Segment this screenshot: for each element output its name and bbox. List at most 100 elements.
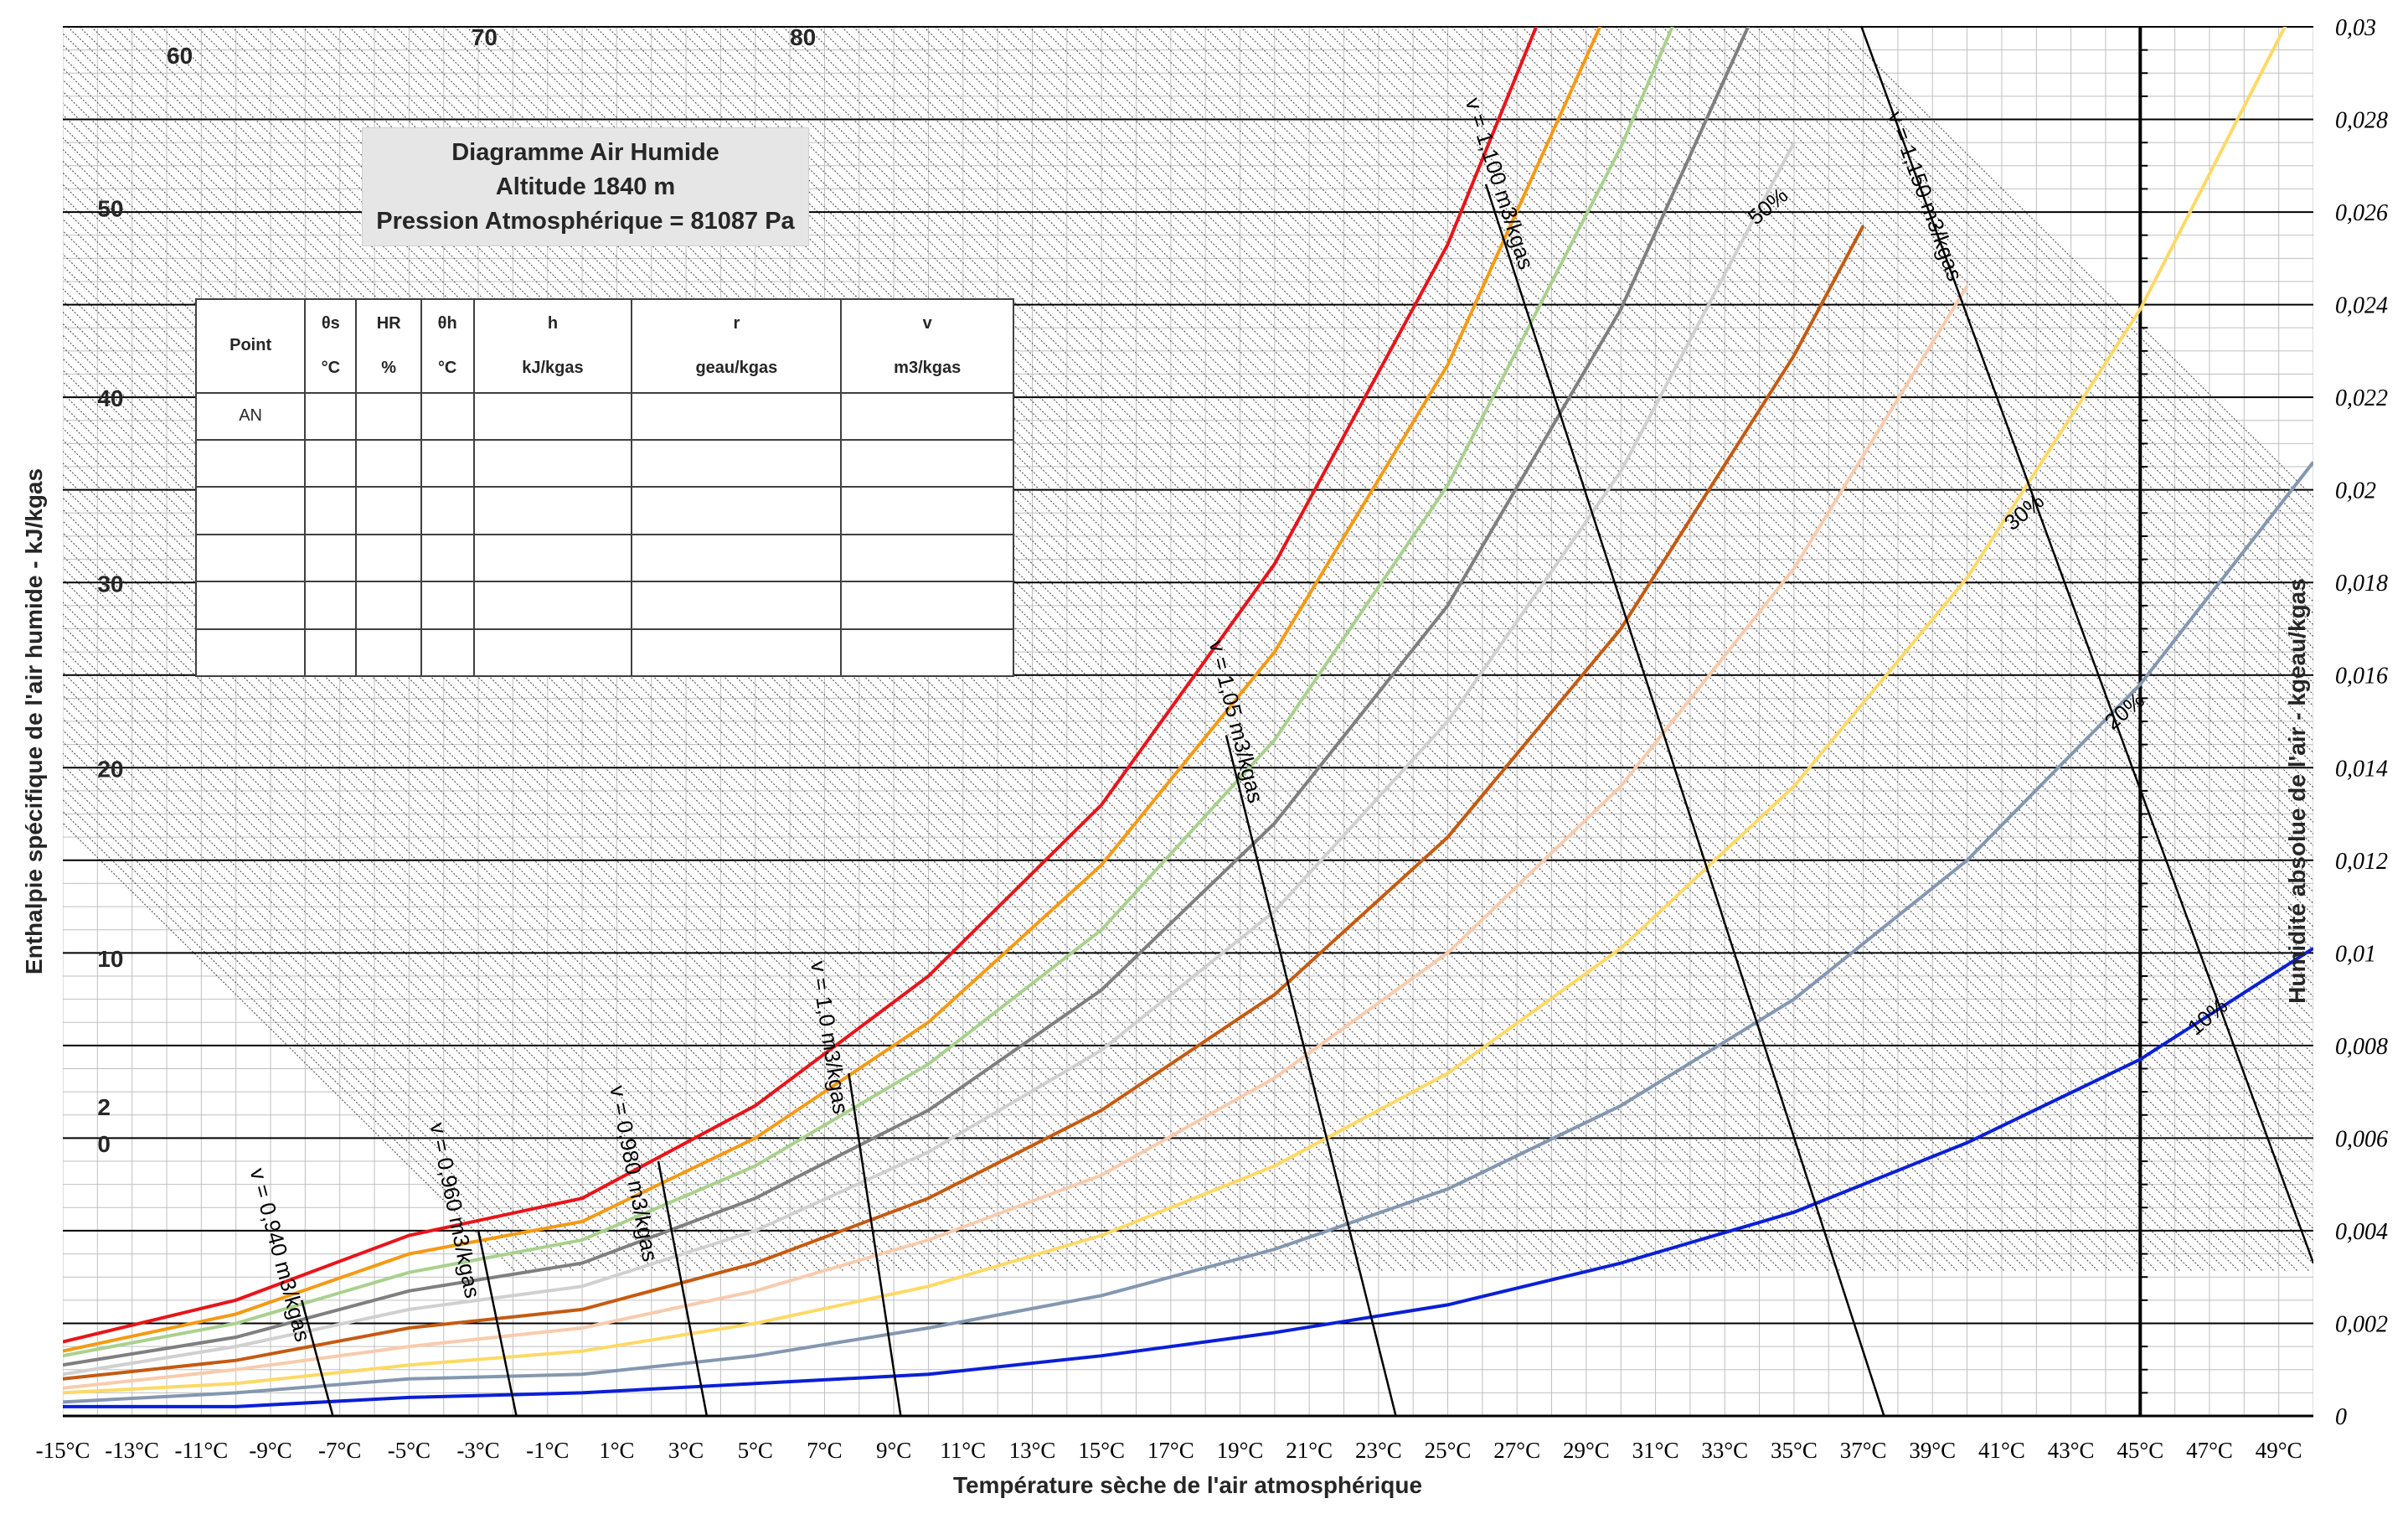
- x-tick-label: -5°C: [388, 1438, 431, 1463]
- enthalpy-line: [1380, 27, 2313, 951]
- table-cell[interactable]: [631, 391, 843, 442]
- table-cell[interactable]: [420, 439, 475, 488]
- rh-curve-60: [63, 142, 1796, 1377]
- table-cell[interactable]: [355, 439, 422, 488]
- table-cell[interactable]: [631, 628, 843, 678]
- x-tick-label: -13°C: [105, 1438, 159, 1463]
- table-cell[interactable]: [840, 533, 1014, 583]
- enthalpy-line: [1263, 27, 2313, 1067]
- x-tick-label: 49°C: [2256, 1438, 2302, 1463]
- table-cell[interactable]: [355, 486, 422, 535]
- enthalpy-line: [1298, 27, 2313, 1032]
- y-right-tick-label: 0,01: [2335, 941, 2376, 967]
- table-cell[interactable]: [840, 391, 1014, 442]
- enthalpy-line: [1568, 27, 2313, 765]
- x-tick-label: 5°C: [738, 1438, 773, 1463]
- table-cell[interactable]: [304, 439, 358, 488]
- y-right-axis-label: Humidité absolue de l'air - kgeau/kgas: [2284, 578, 2310, 1004]
- enthalpy-line: [1204, 27, 2313, 1125]
- table-cell[interactable]: [304, 628, 358, 678]
- table-cell[interactable]: [304, 581, 358, 630]
- table-cell[interactable]: [420, 391, 475, 442]
- y-right-tick-label: 0,03: [2335, 15, 2376, 41]
- table-cell[interactable]: [355, 628, 422, 678]
- enthalpy-line: [970, 27, 2228, 1272]
- table-cell[interactable]: [194, 439, 307, 488]
- table-cell[interactable]: [631, 581, 843, 630]
- table-cell[interactable]: [631, 486, 843, 535]
- x-tick-label: -15°C: [36, 1438, 90, 1463]
- enthalpy-line: [1111, 27, 2313, 1218]
- x-tick-label: 1°C: [599, 1438, 634, 1463]
- chart-title-line-2: Altitude 1840 m: [496, 170, 675, 204]
- table-cell[interactable]: [420, 486, 475, 535]
- y-right-tick-label: 0,018: [2335, 571, 2388, 597]
- table-header-point: Point: [194, 298, 307, 394]
- table-header-theta-s: θs °C: [304, 298, 358, 394]
- table-cell[interactable]: [472, 391, 633, 442]
- table-cell[interactable]: [194, 533, 307, 583]
- table-cell[interactable]: AN: [194, 391, 307, 442]
- table-row: [194, 439, 1014, 488]
- table-cell[interactable]: [420, 581, 475, 630]
- table-cell[interactable]: [355, 581, 422, 630]
- volume-line: [1860, 27, 2313, 1264]
- x-tick-label: 11°C: [940, 1438, 986, 1463]
- table-header-row: Point θs °C HR% θh °C h kJ/kgas r geau/kgas …: [194, 298, 1014, 394]
- enthalpy-line: [1756, 27, 2313, 580]
- enthalpy-label: 60: [167, 43, 193, 69]
- table-cell[interactable]: [840, 439, 1014, 488]
- table-cell[interactable]: [420, 628, 475, 678]
- table-cell[interactable]: [840, 486, 1014, 535]
- x-tick-label: 33°C: [1701, 1438, 1748, 1463]
- enthalpy-label: 80: [790, 24, 816, 50]
- table-cell[interactable]: [355, 391, 422, 442]
- volume-line: [657, 1160, 709, 1416]
- table-cell[interactable]: [194, 486, 307, 535]
- table-header-h: h kJ/kgas: [472, 298, 633, 394]
- enthalpy-line: [1392, 27, 2313, 939]
- table-cell[interactable]: [194, 581, 307, 630]
- table-cell[interactable]: [304, 486, 358, 535]
- table-cell[interactable]: [631, 439, 843, 488]
- volume-line-label: v = 0,960 m3/kgas: [425, 1120, 485, 1300]
- enthalpy-line: [1486, 27, 2313, 846]
- y-right-tick-label: 0,026: [2335, 200, 2388, 226]
- x-tick-label: -7°C: [318, 1438, 361, 1463]
- table-cell[interactable]: [472, 628, 633, 678]
- volume-line: [477, 1230, 518, 1416]
- enthalpy-label: 40: [97, 385, 123, 411]
- volume-line-label: v = 1,150 m3/kgas: [1883, 108, 1967, 285]
- table-cell[interactable]: [420, 533, 475, 583]
- enthalpy-line: [1169, 27, 2313, 1160]
- y-right-tick-label: 0,006: [2335, 1126, 2388, 1152]
- rh-curve-30: [63, 27, 2287, 1395]
- x-tick-label: 45°C: [2117, 1438, 2163, 1463]
- x-tick-label: 25°C: [1425, 1438, 1472, 1463]
- enthalpy-line: [1287, 27, 2313, 1044]
- x-tick-label: -3°C: [456, 1438, 499, 1463]
- table-cell[interactable]: [304, 533, 358, 583]
- table-cell[interactable]: [472, 533, 633, 583]
- point-data-table: Point θs °C HR% θh °C h kJ/kgas r geau/kgas …: [194, 298, 1014, 678]
- rh-label: 10%: [2183, 993, 2232, 1040]
- table-cell[interactable]: [472, 439, 633, 488]
- table-cell[interactable]: [472, 581, 633, 630]
- table-cell[interactable]: [631, 533, 843, 583]
- y-right-tick-label: 0,024: [2335, 293, 2388, 319]
- x-tick-label: 21°C: [1286, 1438, 1333, 1463]
- table-cell[interactable]: [840, 628, 1014, 678]
- table-cell[interactable]: [355, 533, 422, 583]
- rh-curve-20: [63, 461, 2313, 1404]
- enthalpy-line: [1052, 27, 2310, 1272]
- x-tick-label: 31°C: [1632, 1438, 1679, 1463]
- rh-curve-40: [63, 285, 1969, 1390]
- table-cell[interactable]: [194, 628, 307, 678]
- table-cell[interactable]: [304, 391, 358, 442]
- table-row: [194, 486, 1014, 535]
- enthalpy-line: [1415, 27, 2313, 917]
- table-cell[interactable]: [840, 581, 1014, 630]
- table-cell[interactable]: [472, 486, 633, 535]
- table-row: [194, 533, 1014, 583]
